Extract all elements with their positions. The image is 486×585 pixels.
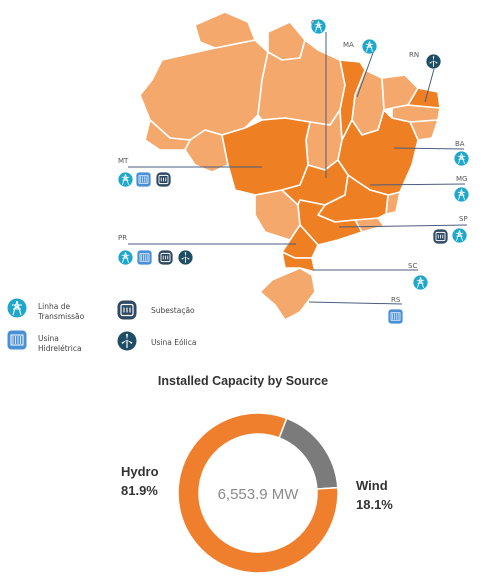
state-rs — [259, 267, 316, 321]
legend-hydro-icon — [7, 330, 27, 350]
state-label-mt: MT — [118, 157, 129, 165]
state-rr — [194, 11, 256, 49]
leader-line — [369, 183, 466, 186]
state-label-ba: BA — [455, 140, 465, 148]
state-sc — [281, 251, 316, 273]
hydro-plant-icon — [388, 309, 403, 324]
wind-name: Wind — [356, 478, 388, 493]
hydro-percent: 81.9% — [121, 483, 158, 498]
state-rn — [407, 87, 441, 109]
slice-hydro — [177, 412, 339, 574]
substation-icon — [433, 229, 448, 244]
wind-label: Wind 18.1% — [356, 476, 393, 514]
state-label-mg: MG — [456, 175, 468, 183]
state-ro — [184, 129, 229, 173]
wind-percent: 18.1% — [356, 497, 393, 512]
legend-wind-label: Usina Eólica — [151, 338, 197, 347]
legend-substation-label: Subestação — [151, 306, 195, 315]
slice-wind — [278, 417, 339, 490]
transmission-line-icon — [454, 151, 469, 166]
transmission-line-icon — [362, 39, 377, 54]
donut-center-label: 6,553.9 MW — [218, 486, 300, 503]
state-label-sp: SP — [459, 215, 468, 223]
donut-chart: 6,553.9 MW — [177, 412, 339, 574]
state-label-rn: RN — [409, 51, 420, 59]
state-label-pr: PR — [118, 234, 128, 242]
substation-icon — [158, 250, 173, 265]
leader-line — [338, 224, 468, 228]
hydro-label: Hydro 81.9% — [121, 462, 159, 500]
brazil-map — [128, 11, 468, 321]
state-mg — [317, 174, 389, 223]
wind-plant-icon — [178, 250, 193, 265]
wind-plant-icon — [426, 54, 441, 69]
hydro-name: Hydro — [121, 464, 159, 479]
transmission-line-icon — [118, 250, 133, 265]
hydro-plant-icon — [137, 250, 152, 265]
hydro-plant-icon — [136, 172, 151, 187]
legend-substation-icon — [117, 300, 137, 320]
substation-icon — [156, 172, 171, 187]
transmission-line-icon — [454, 187, 469, 202]
legend-hydro-label: Usina Hidrelétrica — [38, 334, 82, 353]
transmission-line-icon — [452, 228, 467, 243]
state-am — [139, 39, 269, 141]
transmission-line-icon — [413, 275, 428, 290]
legend-transmission-icon — [7, 298, 27, 318]
transmission-line-icon — [311, 19, 326, 34]
legend-wind-icon — [117, 331, 137, 351]
chart-title: Installed Capacity by Source — [157, 374, 329, 388]
leader-line — [424, 68, 435, 103]
leader-line — [356, 49, 375, 98]
legend-transmission-label: Linha de Transmissão — [38, 302, 85, 321]
leader-line — [308, 301, 403, 305]
state-sp — [297, 199, 363, 246]
transmission-line-icon — [118, 172, 133, 187]
state-label-rs: RS — [391, 296, 401, 304]
state-label-ma: MA — [343, 41, 354, 49]
leader-line — [393, 147, 465, 150]
state-label-sc: SC — [408, 262, 418, 270]
